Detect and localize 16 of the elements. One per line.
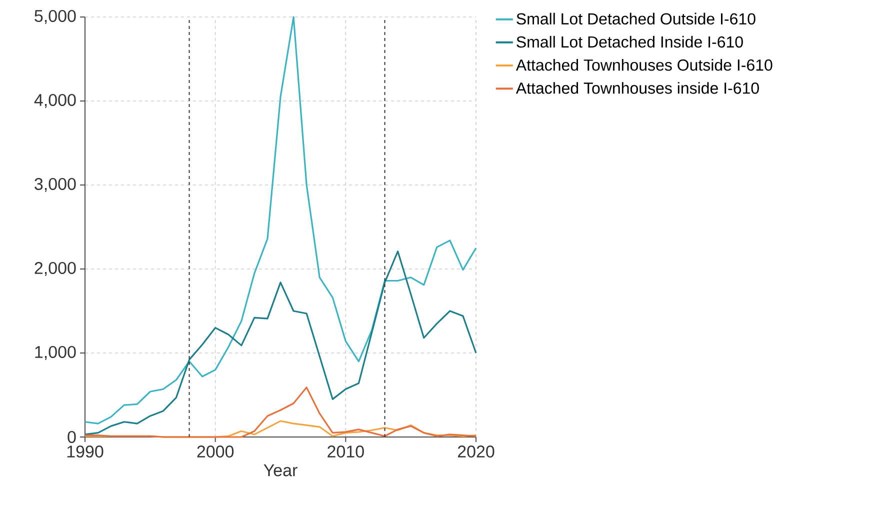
legend-label: Small Lot Detached Outside I-610 bbox=[516, 12, 756, 25]
x-tick-label: 2010 bbox=[328, 446, 364, 458]
legend-label: Small Lot Detached Inside I-610 bbox=[516, 36, 743, 48]
x-tick-label: 2020 bbox=[458, 446, 494, 458]
y-tick-label: 4,000 bbox=[34, 94, 76, 108]
x-tick-label: 2000 bbox=[197, 446, 234, 458]
legend-label: Attached Townhouses Outside I-610 bbox=[516, 58, 772, 71]
x-axis-title: Year bbox=[264, 464, 298, 476]
line-series bbox=[84, 16, 477, 424]
y-tick-label: 0 bbox=[68, 430, 76, 444]
y-tick-label: 5,000 bbox=[34, 10, 76, 24]
y-tick-label: 1,000 bbox=[35, 346, 76, 360]
x-tick-label: 1990 bbox=[67, 446, 104, 458]
legend-label: Attached Townhouses inside I-610 bbox=[516, 82, 759, 94]
y-tick-label: 2,000 bbox=[34, 262, 76, 276]
y-tick-label: 3,000 bbox=[34, 178, 76, 192]
